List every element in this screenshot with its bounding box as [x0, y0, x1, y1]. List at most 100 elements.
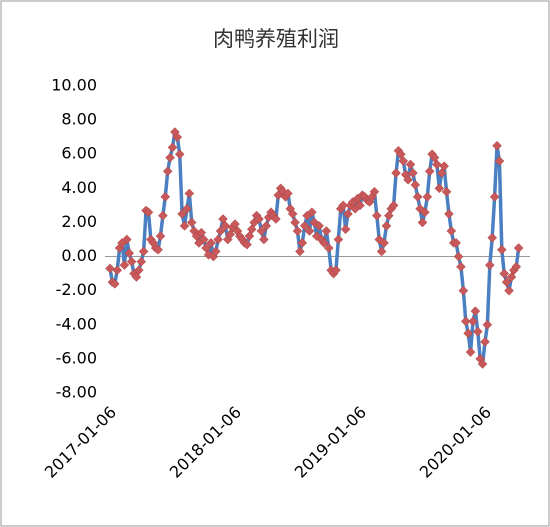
- marker: [417, 217, 428, 228]
- marker: [465, 347, 476, 357]
- marker: [109, 278, 120, 289]
- marker: [295, 246, 305, 257]
- marker: [501, 277, 512, 287]
- marker: [470, 306, 481, 316]
- chart-title: 肉鸭养殖利润: [213, 27, 339, 51]
- marker: [420, 207, 430, 218]
- marker: [405, 159, 416, 170]
- marker: [184, 188, 195, 199]
- marker: [242, 239, 252, 250]
- marker: [422, 192, 433, 202]
- marker: [143, 207, 154, 218]
- marker: [121, 234, 132, 245]
- marker: [112, 265, 123, 276]
- marker: [162, 166, 173, 177]
- marker: [458, 285, 469, 296]
- marker: [480, 336, 490, 347]
- marker: [338, 200, 349, 211]
- marker: [261, 221, 272, 231]
- marker: [499, 268, 510, 279]
- marker: [369, 186, 380, 197]
- marker: [177, 209, 187, 219]
- marker: [436, 168, 447, 178]
- marker: [138, 246, 149, 257]
- marker: [167, 142, 178, 153]
- marker: [319, 238, 329, 248]
- marker: [451, 238, 462, 248]
- marker: [391, 168, 401, 178]
- marker: [340, 224, 351, 235]
- marker: [179, 221, 190, 231]
- marker: [381, 221, 392, 231]
- y-tick-label: -8.00: [56, 383, 97, 402]
- marker: [182, 203, 192, 214]
- marker: [412, 192, 423, 202]
- marker: [119, 260, 130, 270]
- marker: [321, 226, 332, 236]
- y-tick-label: 2.00: [61, 212, 97, 231]
- marker: [304, 226, 315, 236]
- marker: [504, 285, 514, 296]
- marker: [453, 251, 464, 262]
- marker: [155, 231, 166, 241]
- marker: [283, 188, 293, 199]
- y-tick-label: 6.00: [61, 144, 97, 163]
- marker: [198, 234, 209, 245]
- marker: [172, 132, 183, 143]
- marker: [174, 149, 185, 160]
- marker: [186, 217, 197, 228]
- marker: [460, 316, 471, 327]
- marker: [376, 246, 387, 257]
- marker: [331, 265, 341, 276]
- marker: [133, 265, 144, 276]
- marker: [213, 234, 224, 245]
- marker: [379, 238, 389, 248]
- marker: [203, 249, 214, 260]
- marker: [136, 256, 147, 267]
- marker: [158, 210, 168, 221]
- marker: [494, 156, 505, 166]
- marker: [477, 359, 488, 369]
- marker: [271, 214, 281, 224]
- marker: [484, 260, 495, 270]
- marker: [468, 316, 478, 327]
- marker: [463, 328, 474, 339]
- marker: [424, 166, 435, 177]
- marker: [220, 221, 231, 231]
- marker: [374, 234, 385, 245]
- marker: [403, 174, 413, 185]
- marker: [441, 186, 452, 197]
- marker: [513, 243, 524, 253]
- y-tick-label: 10.00: [51, 76, 97, 95]
- y-tick-label: 0.00: [61, 246, 97, 265]
- marker: [292, 226, 303, 236]
- marker: [165, 152, 175, 163]
- marker: [371, 210, 382, 221]
- marker: [124, 248, 135, 258]
- marker: [398, 156, 409, 166]
- marker: [482, 319, 493, 330]
- marker: [153, 244, 163, 255]
- marker: [343, 209, 353, 219]
- marker: [290, 217, 300, 228]
- marker: [472, 326, 483, 337]
- marker: [456, 261, 466, 272]
- marker: [126, 256, 137, 267]
- marker: [496, 244, 507, 255]
- marker: [287, 209, 298, 219]
- marker: [434, 183, 445, 194]
- marker: [105, 263, 115, 274]
- marker: [446, 226, 457, 236]
- marker: [311, 231, 322, 241]
- marker: [215, 226, 226, 236]
- marker: [383, 210, 394, 221]
- marker: [206, 238, 216, 248]
- marker: [256, 226, 267, 236]
- marker: [388, 200, 399, 211]
- marker: [307, 207, 317, 218]
- y-tick-label: -2.00: [56, 280, 97, 299]
- marker: [258, 234, 269, 245]
- marker: [225, 229, 236, 240]
